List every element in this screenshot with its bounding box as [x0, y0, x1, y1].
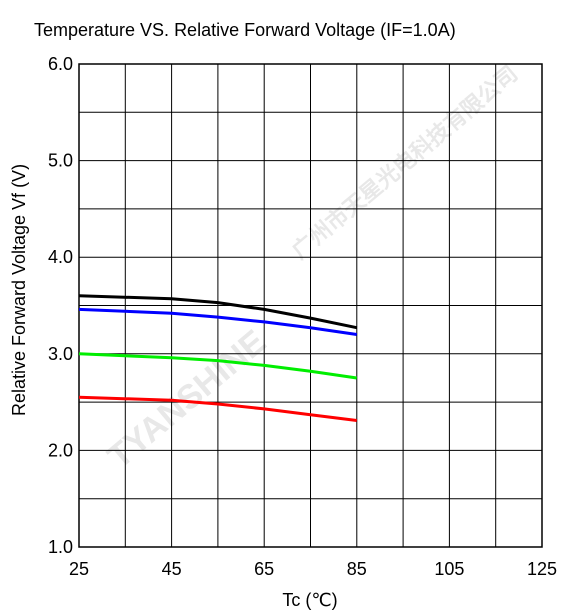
y-tick-label: 4.0	[48, 247, 73, 267]
y-tick-label: 3.0	[48, 344, 73, 364]
y-axis-label: Relative Forward Voltage Vf (V)	[9, 164, 29, 416]
series-group	[78, 294, 358, 422]
chart-title: Temperature VS. Relative Forward Voltage…	[34, 20, 456, 40]
x-tick-label: 65	[254, 559, 274, 579]
x-tick-label: 85	[347, 559, 367, 579]
x-tick-label: 125	[527, 559, 557, 579]
series-line	[78, 352, 358, 380]
y-tick-label: 2.0	[48, 440, 73, 460]
watermark-chinese: 广州市天星光电科技有限公司	[287, 61, 522, 264]
y-tick-label: 1.0	[48, 537, 73, 557]
y-tick-label: 5.0	[48, 151, 73, 171]
series-line	[78, 307, 358, 336]
x-tick-label: 45	[162, 559, 182, 579]
x-tick-label: 105	[434, 559, 464, 579]
x-tick-label: 25	[69, 559, 89, 579]
y-tick-labels: 1.0 2.0 3.0 4.0 5.0 6.0	[48, 54, 73, 557]
x-tick-labels: 25 45 65 85 105 125	[69, 559, 557, 579]
plot-frame	[78, 63, 543, 548]
series-line	[78, 294, 358, 330]
series-line	[78, 395, 357, 422]
y-tick-label: 6.0	[48, 54, 73, 74]
x-axis-label: Tc (℃)	[282, 590, 337, 610]
grid	[79, 64, 542, 547]
